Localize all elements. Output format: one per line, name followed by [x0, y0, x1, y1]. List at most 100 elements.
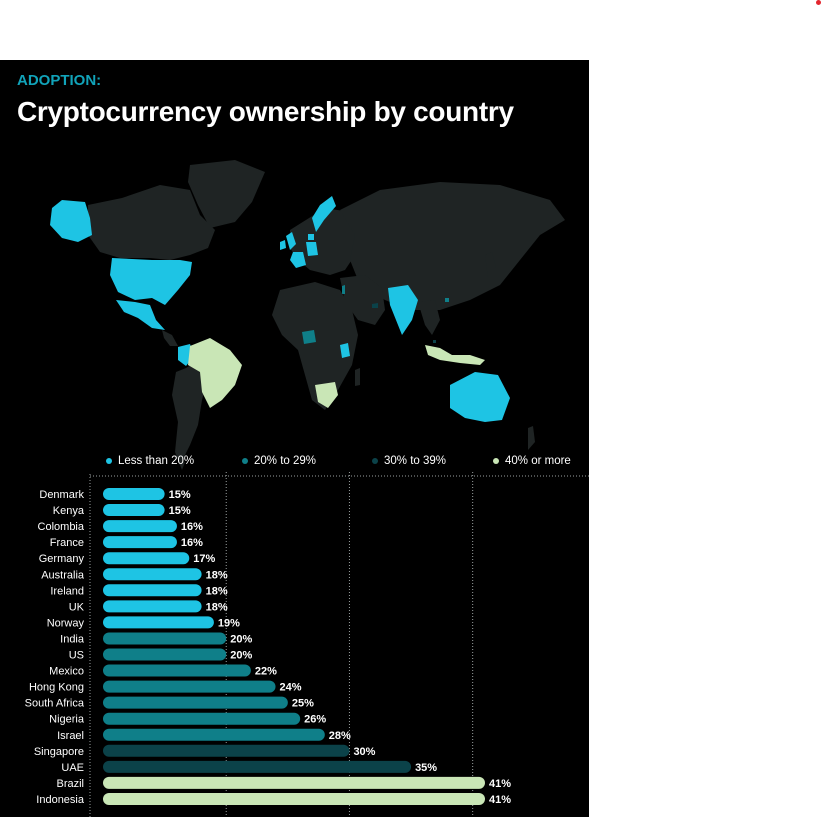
bar	[103, 520, 177, 533]
map-tierra-del-fuego	[178, 460, 185, 470]
legend-label: 30% to 39%	[384, 455, 447, 467]
bar	[103, 776, 485, 789]
map-south-africa	[315, 382, 338, 408]
category-label: Mexico	[49, 666, 84, 678]
category-label: Germany	[39, 553, 85, 565]
map-singapore	[433, 340, 436, 343]
map-alaska	[50, 200, 92, 242]
map-nigeria	[302, 330, 316, 344]
value-label: 41%	[489, 778, 511, 790]
legend-item-less-than-20: Less than 20%	[106, 455, 194, 467]
category-label: Norway	[47, 617, 85, 629]
category-label: Brazil	[56, 778, 84, 790]
value-label: 24%	[280, 682, 302, 694]
value-label: 20%	[230, 633, 252, 645]
category-label: France	[50, 537, 84, 549]
map-france	[290, 252, 306, 268]
map-australia	[450, 372, 510, 422]
legend-item-20-to-29: 20% to 29%	[242, 455, 316, 467]
bar	[103, 792, 485, 805]
kicker-label: ADOPTION:	[17, 72, 102, 89]
category-label: South Africa	[25, 698, 85, 710]
value-label: 16%	[181, 521, 203, 533]
map-kenya	[340, 343, 350, 358]
category-label: Nigeria	[49, 714, 85, 726]
map-norway	[312, 196, 336, 232]
map-canada	[88, 185, 215, 260]
value-label: 17%	[193, 553, 215, 565]
map-usa	[110, 258, 192, 305]
category-label: Ireland	[50, 585, 84, 597]
bar	[103, 760, 412, 773]
legend-dot-icon	[106, 458, 112, 464]
value-label: 35%	[415, 762, 437, 774]
bar	[103, 536, 177, 549]
map-south-america	[172, 360, 210, 465]
category-label: UAE	[61, 762, 84, 774]
value-label: 25%	[292, 698, 314, 710]
value-label: 22%	[255, 666, 277, 678]
map-indonesia	[425, 345, 485, 365]
map-asia	[340, 182, 565, 310]
category-label: Denmark	[39, 489, 84, 501]
category-label: UK	[69, 601, 85, 613]
bar	[103, 664, 251, 677]
bar	[103, 584, 202, 597]
category-label: Australia	[41, 569, 85, 581]
bar	[103, 680, 276, 693]
value-label: 16%	[181, 537, 203, 549]
map-madagascar	[355, 368, 360, 386]
bar	[103, 568, 202, 581]
value-label: 19%	[218, 617, 240, 629]
map-denmark	[308, 234, 314, 240]
category-label: US	[69, 650, 84, 662]
map-uk	[286, 232, 296, 250]
map-southeast-asia	[418, 300, 440, 335]
value-label: 15%	[169, 489, 191, 501]
category-label: Hong Kong	[29, 682, 84, 694]
bar	[103, 488, 165, 500]
map-mexico	[116, 300, 165, 330]
legend-label: Less than 20%	[118, 455, 195, 467]
page-title: Cryptocurrency ownership by country	[17, 96, 514, 127]
map-middle-east	[340, 275, 385, 325]
bar	[103, 696, 288, 709]
map-brazil	[188, 338, 242, 408]
category-label: Indonesia	[36, 794, 85, 806]
legend-item-30-to-39: 30% to 39%	[372, 455, 446, 467]
legend-label: 20% to 29%	[254, 455, 317, 467]
bar	[103, 744, 350, 757]
bar-chart: Denmark 15% Kenya 15% Colombia 16% France 16% Ge…	[25, 472, 589, 817]
map-ireland	[280, 240, 286, 250]
map-europe	[290, 208, 365, 275]
map-uae	[372, 303, 378, 308]
red-dot-marker	[816, 0, 821, 5]
map-central-america	[162, 330, 178, 346]
map-japan	[485, 252, 496, 278]
category-label: Singapore	[34, 746, 84, 758]
map-new-zealand	[528, 426, 535, 450]
bar	[103, 712, 301, 725]
legend-dot-icon	[493, 458, 499, 464]
value-label: 18%	[206, 601, 228, 613]
value-label: 20%	[230, 650, 252, 662]
category-label: Israel	[57, 730, 84, 742]
map-germany	[306, 242, 318, 256]
bar	[103, 600, 202, 613]
value-label: 26%	[304, 714, 326, 726]
map-africa	[272, 282, 358, 410]
legend-item-40-or-more: 40% or more	[493, 455, 571, 467]
map-israel	[342, 285, 345, 294]
bar	[103, 504, 165, 517]
legend-dot-icon	[242, 458, 248, 464]
value-label: 28%	[329, 730, 351, 742]
bar	[103, 648, 227, 661]
map-hong-kong	[445, 298, 449, 302]
map-greenland	[188, 160, 265, 228]
world-map	[50, 160, 565, 470]
bar	[103, 728, 325, 741]
value-label: 15%	[169, 505, 191, 517]
legend-dot-icon	[372, 458, 378, 464]
bar	[103, 552, 190, 565]
infographic-panel: ADOPTION: Cryptocurrency ownership by co…	[0, 60, 589, 817]
